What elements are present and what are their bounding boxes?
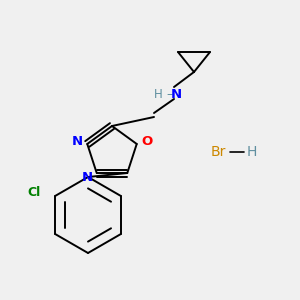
- Text: N: N: [170, 88, 182, 101]
- Text: H: H: [247, 145, 257, 159]
- Text: Cl: Cl: [28, 187, 41, 200]
- Text: Br: Br: [210, 145, 226, 159]
- Text: N: N: [82, 170, 93, 184]
- Text: –: –: [166, 88, 172, 101]
- Text: N: N: [72, 136, 83, 148]
- Text: O: O: [142, 136, 153, 148]
- Text: H: H: [154, 88, 162, 101]
